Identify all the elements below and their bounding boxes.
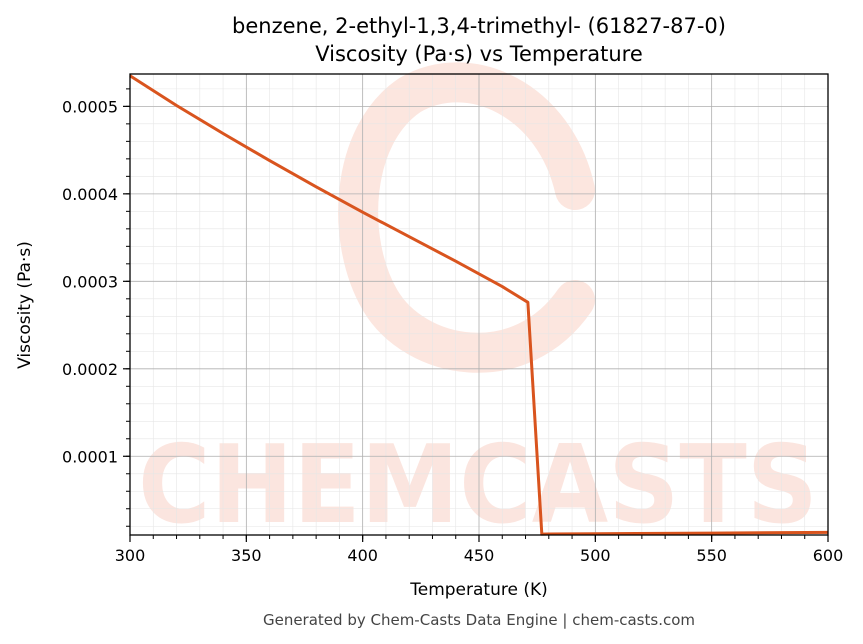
chart-title-line2: Viscosity (Pa·s) vs Temperature xyxy=(315,42,643,66)
y-tick-label: 0.0005 xyxy=(62,97,118,116)
y-tick-label: 0.0004 xyxy=(62,185,118,204)
y-axis-label: Viscosity (Pa·s) xyxy=(15,241,35,369)
viscosity-series-line xyxy=(129,74,829,536)
y-axis-ticks: 0.0001 0.0002 0.0003 0.0004 0.0005 xyxy=(62,88,130,527)
watermark-text: CHEMCASTS xyxy=(138,423,818,548)
x-tick-label: 350 xyxy=(231,546,262,565)
watermark-logo: CHEMCASTS xyxy=(138,62,818,548)
x-tick-label: 600 xyxy=(813,546,844,565)
x-axis-label: Temperature (K) xyxy=(409,580,548,600)
x-tick-label: 400 xyxy=(347,546,378,565)
x-tick-label: 300 xyxy=(115,546,146,565)
y-tick-label: 0.0001 xyxy=(62,447,118,466)
series-layer xyxy=(129,74,829,536)
x-tick-label: 500 xyxy=(580,546,611,565)
chart-title-line1: benzene, 2-ethyl-1,3,4-trimethyl- (61827… xyxy=(232,14,726,38)
x-axis-ticks: 300 350 400 450 500 550 600 xyxy=(115,535,844,565)
y-tick-label: 0.0003 xyxy=(62,272,118,291)
footer-credit: Generated by Chem-Casts Data Engine | ch… xyxy=(263,611,695,629)
x-tick-label: 450 xyxy=(464,546,495,565)
y-tick-label: 0.0002 xyxy=(62,360,118,379)
x-tick-label: 550 xyxy=(696,546,727,565)
